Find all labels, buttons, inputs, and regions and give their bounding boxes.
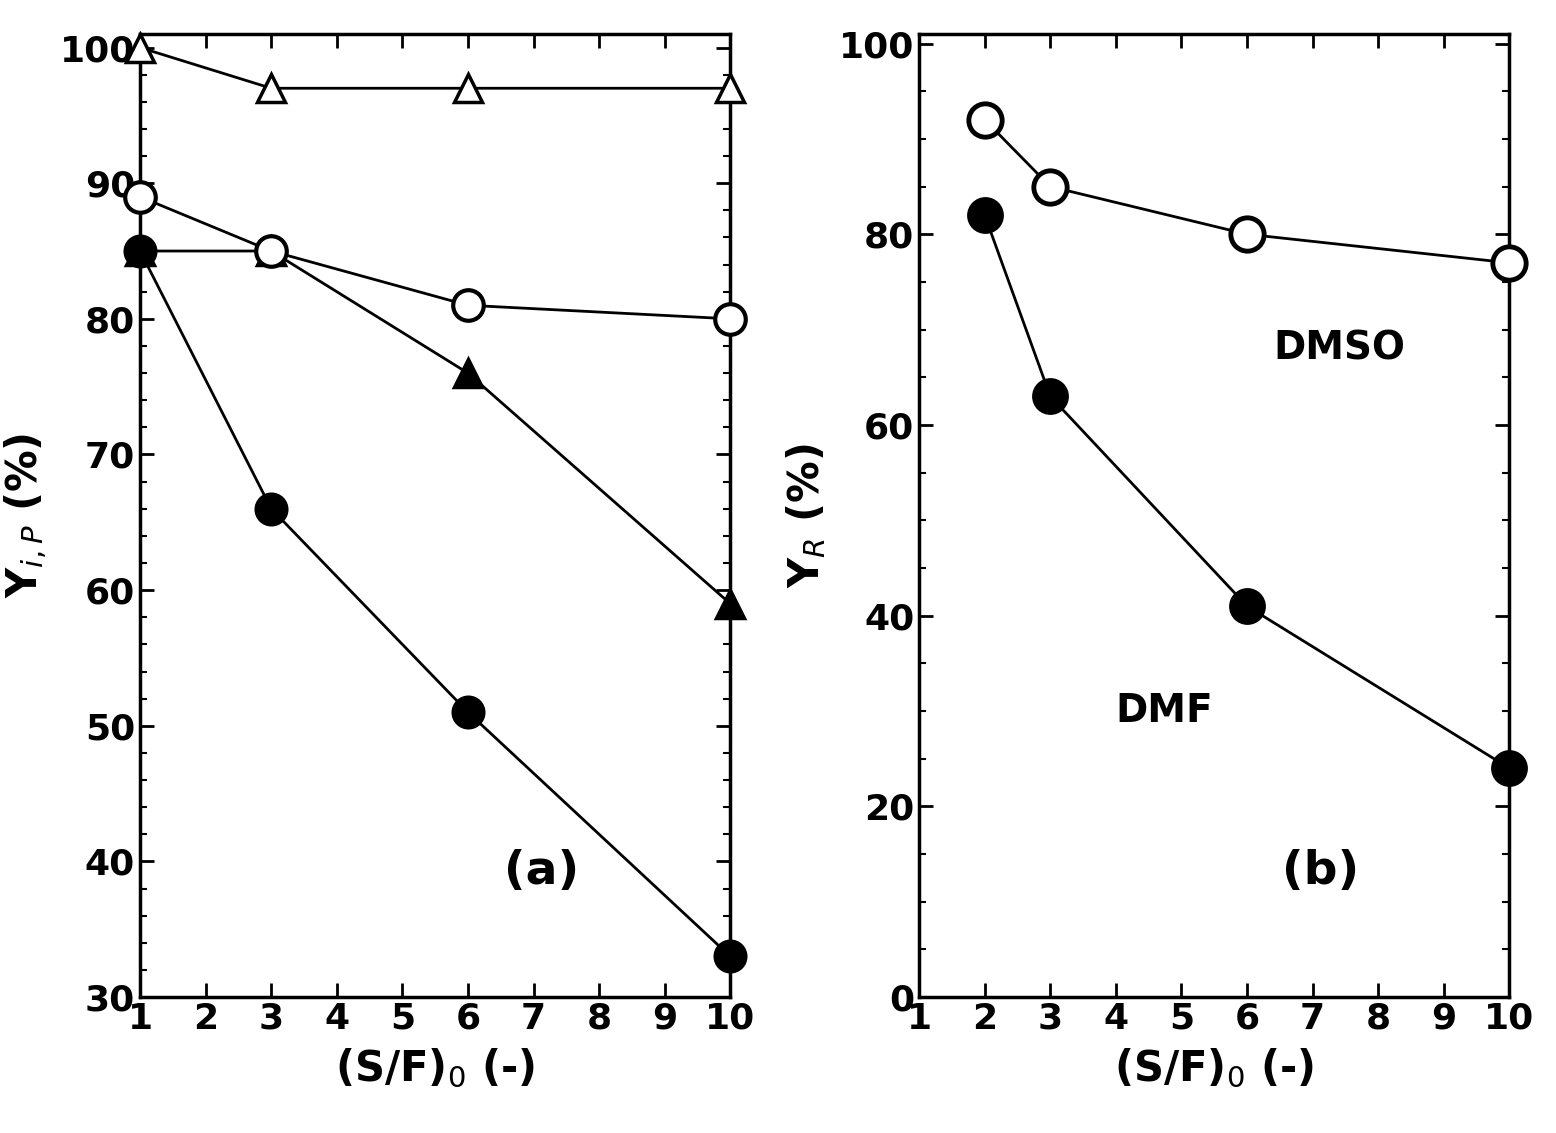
X-axis label: (S/F)$_0$ (-): (S/F)$_0$ (-) <box>1114 1047 1315 1090</box>
Y-axis label: Y$_R$ (%): Y$_R$ (%) <box>784 443 828 588</box>
Text: DMSO: DMSO <box>1273 330 1405 367</box>
X-axis label: (S/F)$_0$ (-): (S/F)$_0$ (-) <box>335 1047 535 1090</box>
Y-axis label: Y$_{i,P}$ (%): Y$_{i,P}$ (%) <box>2 433 48 598</box>
Text: (b): (b) <box>1282 850 1358 894</box>
Text: (a): (a) <box>504 850 579 894</box>
Text: DMF: DMF <box>1116 692 1214 730</box>
